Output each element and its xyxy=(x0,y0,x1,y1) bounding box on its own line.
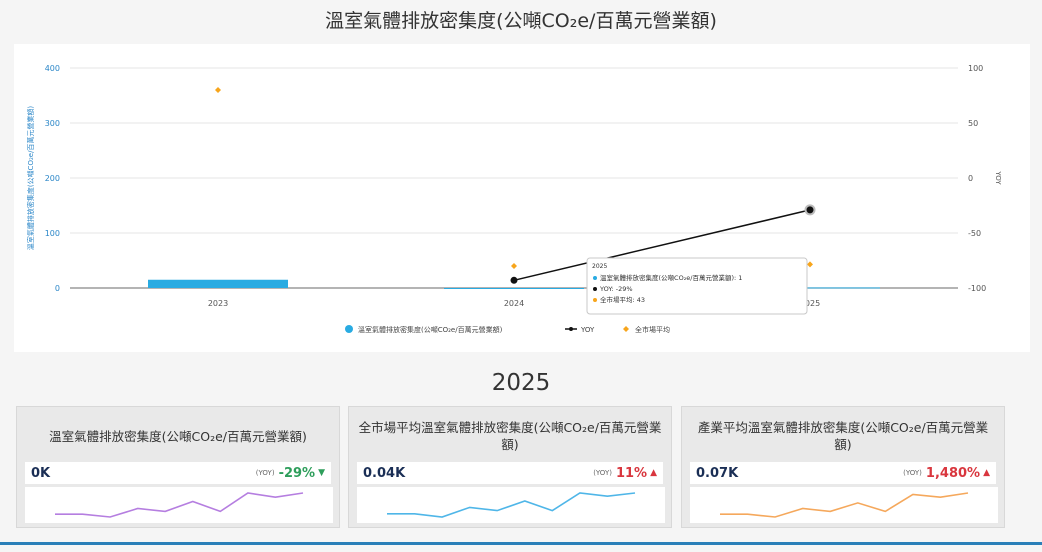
kpi-title: 全市場平均溫室氣體排放密集度(公噸CO₂e/百萬元營業額) xyxy=(358,420,662,452)
y-tick-label: 300 xyxy=(45,119,60,128)
sparkline-path xyxy=(720,492,969,518)
bar xyxy=(740,287,880,289)
tooltip-title: 2025 xyxy=(592,263,607,270)
bar xyxy=(148,279,288,288)
bar xyxy=(444,288,584,289)
tooltip-marker xyxy=(593,287,597,291)
legend-marker-point xyxy=(569,327,573,331)
y-tick-label: 200 xyxy=(45,174,60,183)
kpi-value-row: 0K (YOY) -29% ▼ xyxy=(25,462,331,484)
y-tick-label: 400 xyxy=(45,64,60,73)
chart-svg: 0 100 200 300 400 -100 -50 0 50 100 溫室氣體排放密集度(公噸CO… xyxy=(26,64,1002,334)
y2-tick-label: 100 xyxy=(968,64,983,73)
trend-up-icon: ▲ xyxy=(983,468,990,478)
tooltip-line: YOY: -29% xyxy=(599,285,633,293)
y-tick-label: 0 xyxy=(55,284,60,293)
kpi-card-company[interactable]: 溫室氣體排放密集度(公噸CO₂e/百萬元營業額) 0K (YOY) -29% ▼ xyxy=(16,406,340,528)
tooltip-marker xyxy=(593,276,597,280)
tooltip-line: 溫室氣體排放密集度(公噸CO₂e/百萬元營業額): 1 xyxy=(600,273,742,282)
kpi-value: 0.04K xyxy=(363,465,406,481)
y-axis-title: 溫室氣體排放密集度(公噸CO₂e/百萬元營業額) xyxy=(26,106,35,251)
legend-marker-bar xyxy=(345,325,353,333)
yoy-line xyxy=(513,209,811,282)
kpi-yoy-label: (YOY) xyxy=(593,469,612,477)
kpi-card-industry[interactable]: 產業平均溫室氣體排放密集度(公噸CO₂e/百萬元營業額) 0.07K (YOY)… xyxy=(681,406,1005,528)
kpi-yoy-label: (YOY) xyxy=(255,469,275,477)
kpi-title: 產業平均溫室氣體排放密集度(公噸CO₂e/百萬元營業額) xyxy=(697,420,989,452)
kpi-yoy-value: 1,480% xyxy=(925,465,981,481)
kpi-yoy-value: -29% xyxy=(278,465,316,481)
chart-title: 溫室氣體排放密集度(公噸CO₂e/百萬元營業額) xyxy=(325,10,717,32)
sparkline-path xyxy=(55,492,304,518)
market-average-point xyxy=(807,261,813,268)
legend-marker-diamond xyxy=(623,326,629,332)
bottom-accent-bar xyxy=(0,542,1042,545)
y-tick-label: 100 xyxy=(45,229,60,238)
y2-tick-label: 50 xyxy=(968,119,978,128)
tooltip-box xyxy=(586,257,808,315)
tooltip-line: 全市場平均: 43 xyxy=(600,295,645,304)
trend-up-icon: ▲ xyxy=(650,468,657,478)
x-tick-label: 2025 xyxy=(800,299,820,308)
legend-label: 全市場平均 xyxy=(635,325,670,334)
kpi-value-row: 0.04K (YOY) 11% ▲ xyxy=(357,462,663,484)
chart-container: 0 100 200 300 400 -100 -50 0 50 100 溫室氣體排放密集度(公噸CO… xyxy=(14,44,1030,352)
kpi-value-row: 0.07K (YOY) 1,480% ▲ xyxy=(690,462,996,484)
legend-label: YOY xyxy=(580,326,595,334)
kpi-value: 0K xyxy=(31,465,51,481)
market-average-point xyxy=(511,263,517,269)
kpi-title: 溫室氣體排放密集度(公噸CO₂e/百萬元營業額) xyxy=(49,428,307,444)
x-tick-label: 2024 xyxy=(504,299,524,308)
sparkline-path xyxy=(387,492,636,518)
x-tick-label: 2023 xyxy=(208,299,228,308)
sparkline xyxy=(357,487,665,523)
sparkline xyxy=(690,487,998,523)
market-average-point xyxy=(215,87,221,93)
y2-tick-label: 0 xyxy=(968,174,973,183)
yoy-point xyxy=(804,204,816,216)
kpi-yoy-value: 11% xyxy=(615,465,648,481)
y2-axis-title: YOY xyxy=(994,170,1002,185)
yoy-point xyxy=(510,276,518,284)
kpi-value: 0.07K xyxy=(696,465,739,481)
year-heading: 2025 xyxy=(491,370,551,396)
y2-tick-label: -100 xyxy=(968,284,986,293)
trend-down-icon: ▼ xyxy=(318,468,325,478)
kpi-yoy-label: (YOY) xyxy=(903,469,922,477)
kpi-card-market[interactable]: 全市場平均溫室氣體排放密集度(公噸CO₂e/百萬元營業額) 0.04K (YOY… xyxy=(348,406,672,528)
y2-tick-label: -50 xyxy=(968,229,981,238)
legend-label: 溫室氣體排放密集度(公噸CO₂e/百萬元營業額) xyxy=(358,325,503,334)
tooltip-marker xyxy=(593,298,597,302)
sparkline xyxy=(25,487,333,523)
